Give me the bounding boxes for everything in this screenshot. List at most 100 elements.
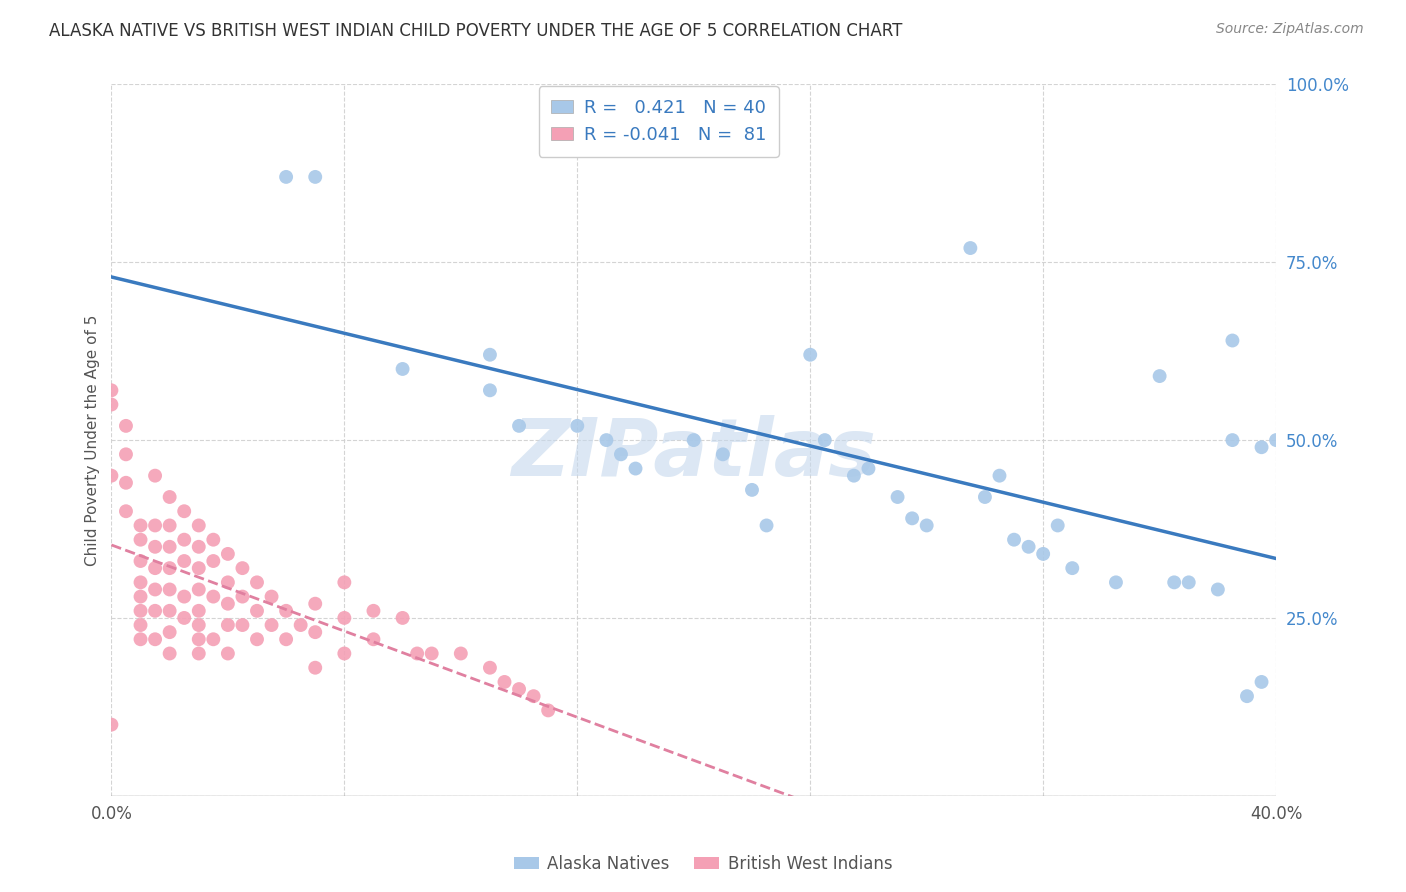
Point [202, 554, 225, 568]
Point [1062, 561, 1084, 575]
Point [173, 590, 195, 604]
Point [450, 647, 472, 661]
Point [1250, 440, 1272, 454]
Point [143, 518, 166, 533]
Point [478, 661, 501, 675]
Point [159, 647, 181, 661]
Point [159, 625, 181, 640]
Point [129, 618, 152, 632]
Point [304, 169, 326, 184]
Point [1236, 689, 1258, 703]
Point [217, 547, 239, 561]
Point [1222, 433, 1244, 447]
Point [333, 611, 356, 625]
Point [1250, 675, 1272, 690]
Point [231, 590, 253, 604]
Point [202, 632, 225, 647]
Point [682, 433, 704, 447]
Point [567, 418, 589, 433]
Point [274, 169, 297, 184]
Point [1149, 369, 1171, 384]
Point [187, 618, 209, 632]
Point [610, 447, 633, 461]
Point [363, 632, 385, 647]
Point [478, 348, 501, 362]
Text: ALASKA NATIVE VS BRITISH WEST INDIAN CHILD POVERTY UNDER THE AGE OF 5 CORRELATIO: ALASKA NATIVE VS BRITISH WEST INDIAN CHI… [49, 22, 903, 40]
Point [159, 604, 181, 618]
Point [173, 504, 195, 518]
Point [508, 418, 530, 433]
Point [115, 447, 138, 461]
Point [129, 590, 152, 604]
Point [129, 604, 152, 618]
Point [187, 518, 209, 533]
Point [159, 490, 181, 504]
Point [129, 518, 152, 533]
Point [159, 518, 181, 533]
Point [202, 533, 225, 547]
Text: ZIPatlas: ZIPatlas [512, 416, 876, 493]
Y-axis label: Child Poverty Under the Age of 5: Child Poverty Under the Age of 5 [86, 314, 100, 566]
Point [406, 647, 429, 661]
Point [173, 554, 195, 568]
Point [187, 632, 209, 647]
Point [129, 554, 152, 568]
Point [711, 447, 734, 461]
Point [159, 540, 181, 554]
Point [537, 703, 560, 717]
Point [115, 418, 138, 433]
Point [187, 561, 209, 575]
Point [595, 433, 617, 447]
Point [959, 241, 981, 255]
Point [246, 632, 269, 647]
Point [173, 533, 195, 547]
Point [100, 717, 122, 731]
Point [901, 511, 924, 525]
Point [246, 575, 269, 590]
Point [202, 590, 225, 604]
Point [814, 433, 837, 447]
Point [159, 582, 181, 597]
Legend: Alaska Natives, British West Indians: Alaska Natives, British West Indians [508, 848, 898, 880]
Point [143, 604, 166, 618]
Point [333, 647, 356, 661]
Point [143, 561, 166, 575]
Point [217, 597, 239, 611]
Point [217, 647, 239, 661]
Point [304, 661, 326, 675]
Point [274, 632, 297, 647]
Point [1002, 533, 1025, 547]
Text: Source: ZipAtlas.com: Source: ZipAtlas.com [1216, 22, 1364, 37]
Point [187, 604, 209, 618]
Point [143, 632, 166, 647]
Point [974, 490, 997, 504]
Point [187, 647, 209, 661]
Point [159, 561, 181, 575]
Point [1265, 433, 1288, 447]
Point [494, 675, 516, 690]
Point [1206, 582, 1229, 597]
Point [886, 490, 908, 504]
Point [100, 384, 122, 398]
Point [260, 618, 283, 632]
Point [842, 468, 865, 483]
Point [1105, 575, 1128, 590]
Point [274, 604, 297, 618]
Point [290, 618, 312, 632]
Point [217, 618, 239, 632]
Legend: R =   0.421   N = 40, R = -0.041   N =  81: R = 0.421 N = 40, R = -0.041 N = 81 [538, 87, 779, 157]
Point [478, 384, 501, 398]
Point [858, 461, 880, 475]
Point [915, 518, 938, 533]
Point [115, 504, 138, 518]
Point [143, 582, 166, 597]
Point [260, 590, 283, 604]
Point [143, 468, 166, 483]
Point [1046, 518, 1069, 533]
Point [1222, 334, 1244, 348]
Point [187, 540, 209, 554]
Point [304, 597, 326, 611]
Point [217, 575, 239, 590]
Point [508, 681, 530, 696]
Point [129, 533, 152, 547]
